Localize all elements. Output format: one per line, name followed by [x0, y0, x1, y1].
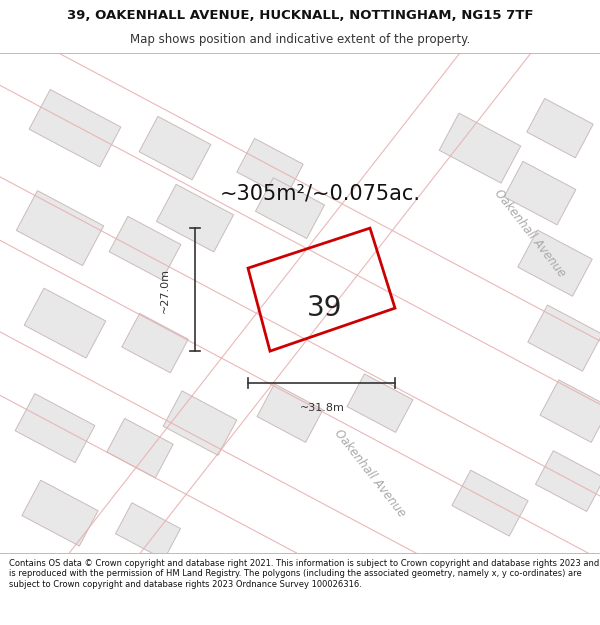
Text: ~31.8m: ~31.8m — [299, 403, 344, 413]
Polygon shape — [0, 287, 600, 625]
Polygon shape — [109, 216, 181, 280]
Text: 39, OAKENHALL AVENUE, HUCKNALL, NOTTINGHAM, NG15 7TF: 39, OAKENHALL AVENUE, HUCKNALL, NOTTINGH… — [67, 9, 533, 22]
Polygon shape — [256, 177, 325, 239]
Text: Oakenhall Avenue: Oakenhall Avenue — [332, 427, 408, 519]
Polygon shape — [0, 0, 600, 449]
Text: ~27.0m: ~27.0m — [160, 268, 170, 312]
Polygon shape — [107, 419, 173, 478]
Polygon shape — [157, 184, 233, 252]
Polygon shape — [347, 374, 413, 432]
Polygon shape — [16, 191, 104, 266]
Polygon shape — [535, 451, 600, 511]
Polygon shape — [439, 113, 521, 183]
Polygon shape — [139, 116, 211, 180]
Polygon shape — [15, 394, 95, 462]
Polygon shape — [527, 99, 593, 158]
Polygon shape — [24, 288, 106, 358]
Polygon shape — [122, 314, 188, 372]
Polygon shape — [22, 480, 98, 546]
Polygon shape — [0, 132, 600, 604]
Text: Map shows position and indicative extent of the property.: Map shows position and indicative extent… — [130, 33, 470, 46]
Polygon shape — [540, 380, 600, 442]
Text: Oakenhall Avenue: Oakenhall Avenue — [492, 187, 568, 279]
Polygon shape — [116, 503, 181, 559]
Text: 39: 39 — [307, 294, 343, 322]
Polygon shape — [518, 230, 592, 296]
Text: Contains OS data © Crown copyright and database right 2021. This information is : Contains OS data © Crown copyright and d… — [9, 559, 599, 589]
Polygon shape — [29, 89, 121, 167]
Polygon shape — [237, 139, 303, 198]
Polygon shape — [257, 384, 323, 442]
Polygon shape — [163, 391, 237, 456]
Polygon shape — [452, 470, 528, 536]
Polygon shape — [528, 305, 600, 371]
Polygon shape — [504, 161, 576, 225]
Text: ~305m²/~0.075ac.: ~305m²/~0.075ac. — [220, 183, 421, 203]
